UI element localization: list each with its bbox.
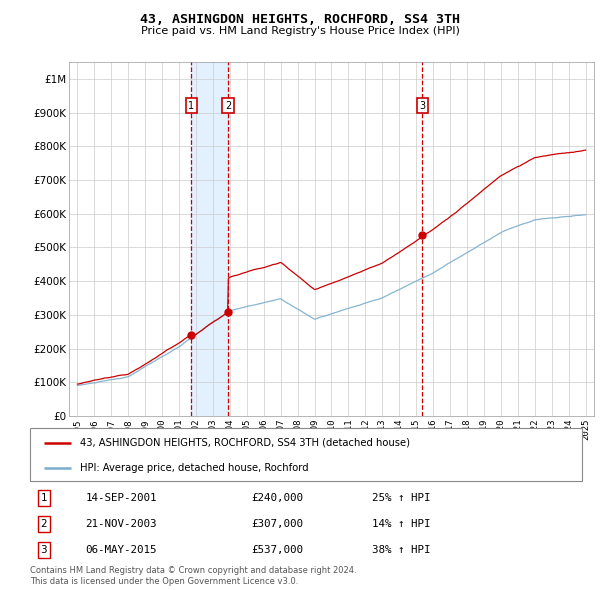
Text: 2: 2 (40, 519, 47, 529)
FancyBboxPatch shape (30, 428, 582, 481)
Text: 06-MAY-2015: 06-MAY-2015 (85, 545, 157, 555)
Text: £307,000: £307,000 (251, 519, 303, 529)
Text: 1: 1 (188, 101, 194, 111)
Text: 38% ↑ HPI: 38% ↑ HPI (372, 545, 431, 555)
Text: 43, ASHINGDON HEIGHTS, ROCHFORD, SS4 3TH: 43, ASHINGDON HEIGHTS, ROCHFORD, SS4 3TH (140, 13, 460, 26)
Text: 21-NOV-2003: 21-NOV-2003 (85, 519, 157, 529)
Text: Contains HM Land Registry data © Crown copyright and database right 2024.: Contains HM Land Registry data © Crown c… (30, 566, 356, 575)
Text: 3: 3 (40, 545, 47, 555)
Text: 14% ↑ HPI: 14% ↑ HPI (372, 519, 431, 529)
Text: 3: 3 (419, 101, 425, 111)
Text: This data is licensed under the Open Government Licence v3.0.: This data is licensed under the Open Gov… (30, 577, 298, 586)
Text: 25% ↑ HPI: 25% ↑ HPI (372, 493, 431, 503)
Text: 2: 2 (225, 101, 231, 111)
Bar (191, 62, 228, 416)
Text: HPI: Average price, detached house, Rochford: HPI: Average price, detached house, Roch… (80, 463, 308, 473)
Text: 1: 1 (40, 493, 47, 503)
Text: Price paid vs. HM Land Registry's House Price Index (HPI): Price paid vs. HM Land Registry's House … (140, 26, 460, 36)
Text: £240,000: £240,000 (251, 493, 303, 503)
Text: 43, ASHINGDON HEIGHTS, ROCHFORD, SS4 3TH (detached house): 43, ASHINGDON HEIGHTS, ROCHFORD, SS4 3TH… (80, 438, 410, 448)
Text: £537,000: £537,000 (251, 545, 303, 555)
Text: 14-SEP-2001: 14-SEP-2001 (85, 493, 157, 503)
